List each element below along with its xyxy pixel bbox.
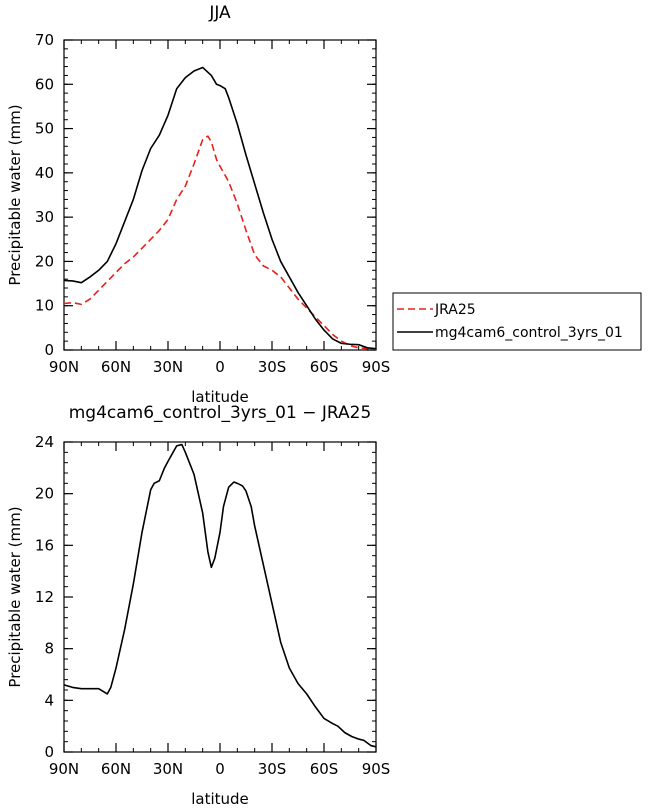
- x-tick-label: 30N: [153, 358, 183, 376]
- x-tick-label: 60N: [101, 760, 131, 778]
- legend-label-jra25: JRA25: [434, 302, 476, 318]
- y-tick-label: 12: [35, 588, 54, 606]
- y-tick-label: 30: [35, 208, 54, 226]
- panel-bottom: mg4cam6_control_3yrs_01 − JRA25 latitude…: [6, 403, 390, 808]
- x-tick-label: 0: [215, 358, 225, 376]
- y-tick-label: 60: [35, 75, 54, 93]
- y-tick-label: 50: [35, 120, 54, 138]
- x-tick-label: 90S: [362, 760, 391, 778]
- x-tick-label: 30S: [258, 760, 287, 778]
- panel-bottom-xlabel: latitude: [191, 790, 249, 808]
- y-tick-label: 16: [35, 536, 54, 554]
- x-tick-label: 90S: [362, 358, 391, 376]
- legend-label-model: mg4cam6_control_3yrs_01: [435, 325, 623, 341]
- y-tick-label: 8: [44, 640, 54, 658]
- y-tick-label: 70: [35, 31, 54, 49]
- y-tick-label: 4: [44, 691, 54, 709]
- panel-top-ylabel: Precipitable water (mm): [6, 104, 24, 285]
- legend-box: [392, 292, 642, 351]
- panel-bottom-title: mg4cam6_control_3yrs_01 − JRA25: [69, 403, 372, 423]
- x-tick-label: 90N: [49, 358, 79, 376]
- x-tick-label: 90N: [49, 760, 79, 778]
- x-tick-label: 30S: [258, 358, 287, 376]
- series-line-jra25: [63, 135, 377, 350]
- legend: JRA25 mg4cam6_control_3yrs_01: [392, 292, 642, 351]
- series-line-mg4cam6-control-3yrs-01: [63, 66, 377, 350]
- y-tick-label: 20: [35, 252, 54, 270]
- panel-bottom-plot-frame: [63, 441, 377, 753]
- y-tick-label: 0: [44, 743, 54, 761]
- x-tick-label: 60S: [310, 760, 339, 778]
- y-tick-label: 10: [35, 297, 54, 315]
- panel-top-title: JJA: [208, 3, 231, 23]
- y-tick-label: 40: [35, 164, 54, 182]
- x-tick-label: 0: [215, 760, 225, 778]
- panel-bottom-ylabel: Precipitable water (mm): [6, 506, 24, 687]
- y-tick-label: 24: [35, 433, 54, 451]
- x-tick-label: 30N: [153, 760, 183, 778]
- panel-top: JJA latitude Precipitable water (mm) 0 10…: [6, 3, 390, 406]
- x-tick-label: 60N: [101, 358, 131, 376]
- y-tick-label: 20: [35, 485, 54, 503]
- panel-top-xlabel: latitude: [191, 388, 249, 406]
- x-tick-label: 60S: [310, 358, 339, 376]
- y-tick-label: 0: [44, 341, 54, 359]
- series-line-difference-0: [63, 443, 377, 748]
